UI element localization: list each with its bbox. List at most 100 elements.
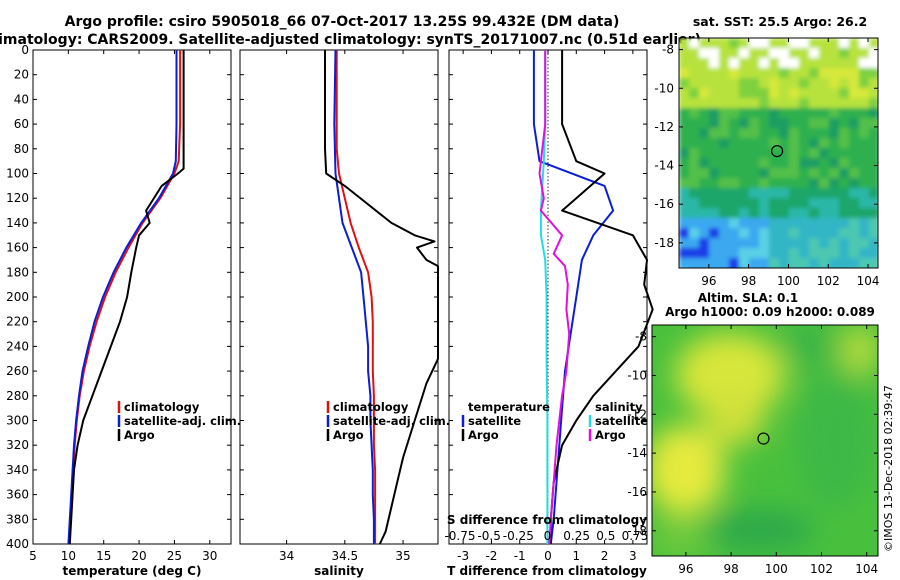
legend-label-satellite: satellite-adj. clim. <box>333 414 450 428</box>
copyright-stamp: ©IMOS 13-Dec-2018 02:39:47 <box>882 385 895 552</box>
x2-tick-label: 0 <box>544 529 552 543</box>
legend-label-satellite: satellite-adj. clim. <box>124 414 241 428</box>
x-tick-label: 34 <box>279 549 294 563</box>
temperature-panel: 0 20 40 60 80 100 120 140 160 180 200 220 240 260 280 3… <box>6 43 241 578</box>
y-tick-label: 300 <box>6 414 29 428</box>
sla-map-title-line2: Argo h1000: 0.09 h2000: 0.089 <box>665 305 875 319</box>
y-tick-label: 0 <box>21 43 29 57</box>
x-tick-label: -3 <box>457 549 469 563</box>
temperature-xlabel: temperature (deg C) <box>63 564 202 578</box>
series-line-satellite-adj-clim- <box>67 50 178 545</box>
x-tick-label: 20 <box>131 549 146 563</box>
map-x-tick-label: 100 <box>777 274 800 288</box>
y-tick-label: 80 <box>14 142 29 156</box>
map-x-tick-label: 104 <box>857 274 880 288</box>
salinity-difference-ticks: -0.75 -0.5 -0.25 0 0.25 0.5 0.75 <box>444 529 648 543</box>
map-x-tick-label: 98 <box>741 274 756 288</box>
map-x-tick-label: 104 <box>855 562 878 576</box>
salinity-legend: climatology satellite-adj. clim. Argo <box>326 400 450 442</box>
x-tick-label: 5 <box>29 549 37 563</box>
map-x-tick-label: 96 <box>701 274 716 288</box>
series-line-argo <box>324 50 439 545</box>
sla-map-frame <box>651 324 879 557</box>
y-tick-label: 40 <box>14 92 29 106</box>
y-tick-label: 180 <box>6 265 29 279</box>
difference-legend-salinity: salinity satellite Argo <box>588 400 648 442</box>
map-y-tick-label: -12 <box>627 407 647 421</box>
salinity-panel: 34 34.5 35 salinity climatology satellite-… <box>239 49 450 578</box>
x-tick-label: 15 <box>96 549 111 563</box>
y-tick-label: 120 <box>6 191 29 205</box>
x-tick-label: 1 <box>572 549 580 563</box>
map-y-tick-label: -12 <box>654 120 674 134</box>
y-tick-label: 220 <box>6 315 29 329</box>
legend-header-temperature: temperature <box>468 400 550 414</box>
argo-position-marker <box>757 432 770 445</box>
x-tick-label: 0 <box>544 549 552 563</box>
x-tick-label: 3 <box>629 549 637 563</box>
map-x-tick-label: 100 <box>765 562 788 576</box>
map-y-tick-label: -18 <box>627 524 647 538</box>
series-line-climatology <box>68 50 182 545</box>
x2-tick-label: -0.75 <box>444 529 475 543</box>
series-line-satellite-adj-clim- <box>333 49 375 544</box>
series-line-argo <box>68 50 185 545</box>
series-line-t-argo <box>549 50 654 544</box>
x-tick-label: -2 <box>485 549 497 563</box>
x2-tick-label: -0.25 <box>503 529 534 543</box>
legend-label-t-argo: Argo <box>468 428 499 442</box>
x-tick-label: 30 <box>202 549 217 563</box>
map-y-tick-label: -10 <box>627 368 647 382</box>
y-tick-label: 360 <box>6 488 29 502</box>
legend-label-climatology: climatology <box>333 400 409 414</box>
map-y-tick-label: -8 <box>662 43 674 57</box>
legend-label-argo: Argo <box>333 428 364 442</box>
map-x-tick-label: 96 <box>678 562 693 576</box>
figure-title-line1: Argo profile: csiro 5905018_66 07-Oct-20… <box>65 14 620 30</box>
figure-title-line2: Climatology: CARS2009. Satellite-adjuste… <box>0 32 701 48</box>
sst-field <box>679 38 878 268</box>
temperature-legend: climatology satellite-adj. clim. Argo <box>117 400 241 442</box>
difference-x2label: S difference from climatology <box>447 513 647 527</box>
legend-header-salinity: salinity <box>595 400 643 414</box>
y-tick-label: 260 <box>6 364 29 378</box>
x-tick-label: -1 <box>514 549 526 563</box>
map-x-tick-label: 98 <box>723 562 738 576</box>
difference-legend-temperature: temperature satellite Argo <box>461 400 550 442</box>
sst-map-title: sat. SST: 25.5 Argo: 26.2 <box>693 14 867 29</box>
legend-label-s-satellite: satellite <box>595 414 648 428</box>
y-tick-label: 20 <box>14 68 29 82</box>
x2-tick-label: 0.5 <box>596 529 615 543</box>
y-tick-label: 160 <box>6 241 29 255</box>
x-tick-label: 2 <box>601 549 609 563</box>
sst-map-frame <box>678 37 879 269</box>
x2-tick-label: -0.5 <box>477 529 500 543</box>
x2-tick-label: 0.75 <box>622 529 649 543</box>
map-y-tick-label: -8 <box>635 330 647 344</box>
series-line-climatology <box>335 50 377 544</box>
y-tick-label: 400 <box>6 537 29 551</box>
y-tick-label: 340 <box>6 463 29 477</box>
y-tick-label: 200 <box>6 290 29 304</box>
sla-field <box>652 325 878 556</box>
salinity-axes-frame <box>239 49 439 545</box>
map-y-tick-label: -18 <box>654 236 674 250</box>
legend-label-t-satellite: satellite <box>468 414 521 428</box>
map-y-tick-label: -16 <box>654 197 674 211</box>
series-line-s-argo <box>538 50 571 545</box>
map-x-tick-label: 102 <box>817 274 840 288</box>
salinity-xlabel: salinity <box>314 564 364 578</box>
x2-tick-label: 0.25 <box>563 529 590 543</box>
map-y-tick-label: -16 <box>627 485 647 499</box>
y-tick-label: 320 <box>6 438 29 452</box>
y-tick-label: 380 <box>6 512 29 526</box>
y-tick-label: 280 <box>6 389 29 403</box>
sla-map-title-line1: Altim. SLA: 0.1 <box>698 291 799 305</box>
map-y-tick-label: -10 <box>654 81 674 95</box>
x-tick-label: 35 <box>395 549 410 563</box>
y-tick-label: 240 <box>6 339 29 353</box>
legend-label-s-argo: Argo <box>595 428 626 442</box>
legend-label-climatology: climatology <box>124 400 200 414</box>
difference-xlabel: T difference from climatology <box>447 564 647 578</box>
